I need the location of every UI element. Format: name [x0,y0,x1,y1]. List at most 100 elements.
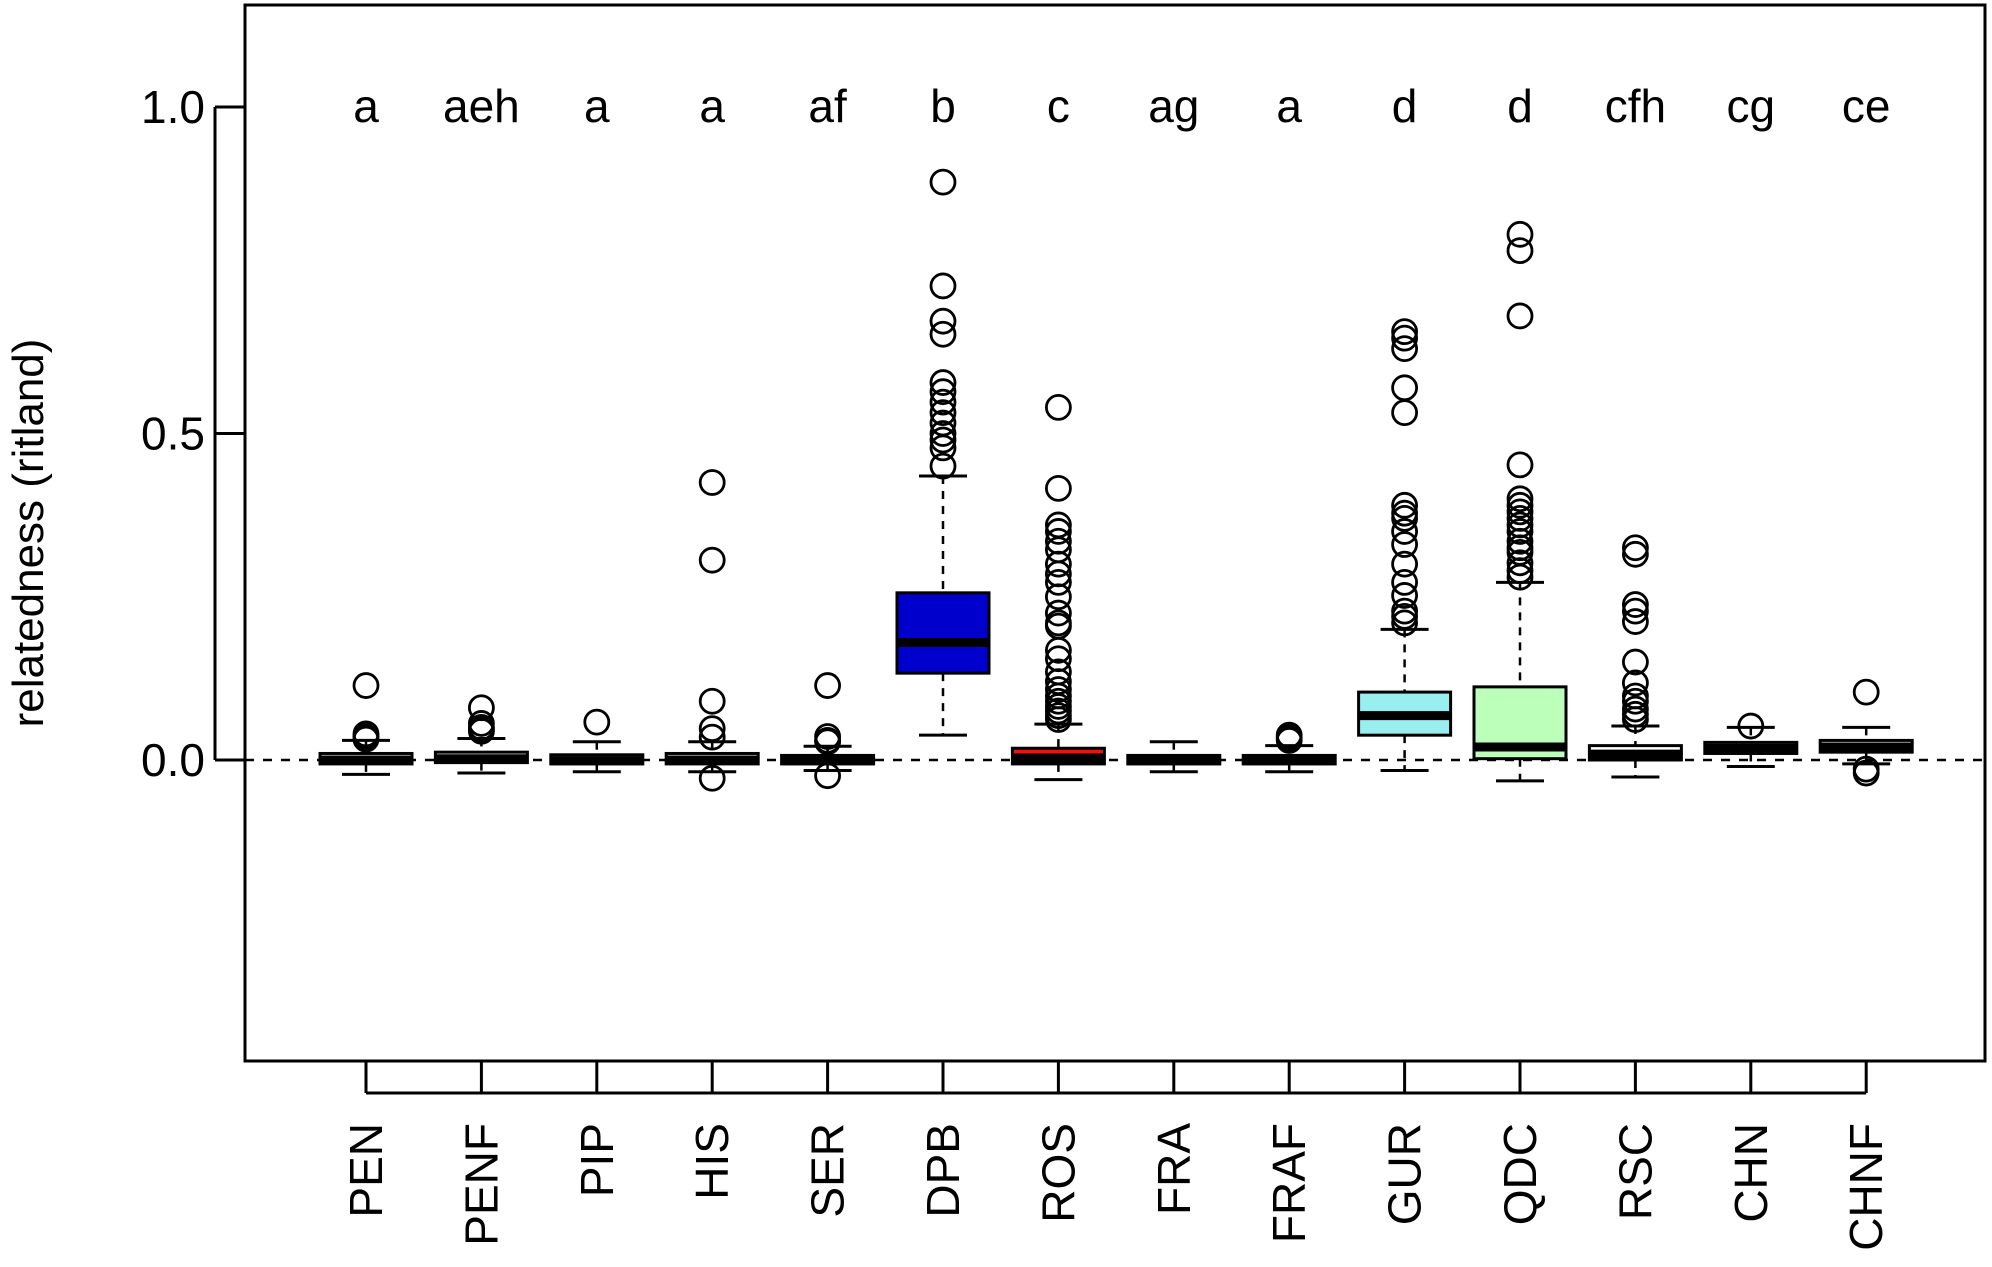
significance-letter: cfh [1605,80,1666,132]
significance-letter: a [353,80,379,132]
outlier-point [1391,335,1418,363]
significance-letter: d [1507,80,1533,132]
outlier-point [1506,563,1534,591]
outlier-point [352,725,380,753]
significance-letter: a [699,80,725,132]
outlier-point [1506,451,1534,479]
significance-letter: a [584,80,610,132]
x-tick-label-dpb: DPB [917,1123,969,1218]
x-tick-label-fraf: FRAF [1263,1123,1315,1243]
outlier-point [1045,393,1072,421]
significance-letter: aeh [443,80,520,132]
outlier-point [1506,302,1534,330]
box-group-pen [318,672,414,776]
outlier-point [1045,474,1072,502]
x-tick-label-qdc: QDC [1494,1123,1546,1225]
outlier-point [1391,324,1418,352]
outlier-point [1391,531,1418,558]
outlier-point [352,672,380,699]
outlier-point [1737,712,1765,740]
outlier-point [1622,540,1649,568]
outlier-point [1045,518,1072,545]
outlier-point [1391,609,1418,637]
outlier-point [1391,568,1418,596]
box-group-gur [1357,318,1453,772]
outlier-point [1506,527,1534,555]
box-group-chn [1703,712,1799,769]
significance-letters-layer: a aeh a a af b c ag a d d cfh cg ce [353,80,1890,132]
outlier-point [1506,485,1534,513]
box-group-penf [433,694,529,775]
outlier-point [929,307,957,335]
outlier-point [1506,518,1534,545]
x-tick-label-rsc: RSC [1609,1123,1661,1220]
outlier-point [929,388,957,416]
outlier-point [929,378,957,406]
outlier-point [929,168,957,196]
outlier-point [1506,491,1534,519]
outlier-point [1622,534,1649,562]
boxes-layer [318,168,1914,792]
significance-letter: b [930,80,956,132]
outlier-point [1045,599,1072,627]
outlier-point [698,687,726,715]
y-tick-label: 1.0 [141,81,205,133]
x-tick-label-penf: PENF [455,1123,507,1246]
outlier-point [1506,549,1534,577]
box-group-his [664,469,760,792]
x-tick-label-ser: SER [802,1123,854,1218]
significance-letter: a [1276,80,1302,132]
outlier-point [1391,504,1418,532]
x-tick-label-chnf: CHNF [1840,1123,1892,1251]
outlier-point [929,452,957,480]
outlier-point [1622,597,1649,625]
box-group-chnf [1818,678,1914,787]
box-group-fraf [1241,721,1337,774]
x-tick-label-pip: PIP [571,1123,623,1197]
outlier-point [698,469,726,496]
y-axis: 0.0 0.5 1.0 [141,81,245,786]
outlier-point [1391,491,1418,519]
box-group-ros [1010,393,1106,782]
outlier-point [1391,602,1418,630]
outlier-point [583,708,611,736]
outlier-point [1622,669,1649,697]
significance-letter: c [1047,80,1070,132]
outlier-point [929,369,957,396]
outlier-point [1622,648,1649,676]
x-axis: PEN PENF PIP HIS SER DPB ROS FRA FRAF GUR QDC RSC CH… [340,1061,1892,1251]
outlier-point [1391,318,1418,346]
outlier-point [698,715,726,743]
outlier-point [698,764,726,792]
outlier-point [1852,759,1880,787]
x-tick-label-pen: PEN [340,1123,392,1218]
significance-letter: af [808,80,847,132]
outlier-point [698,546,726,574]
outlier-point [929,426,957,454]
outlier-point [929,420,957,447]
y-tick-label: 0.0 [141,734,205,786]
significance-letter: d [1392,80,1418,132]
x-tick-label-ros: ROS [1032,1123,1084,1223]
box-group-pip [549,708,645,774]
outlier-point [1391,550,1418,578]
box-group-rsc [1587,534,1683,779]
outlier-point [1045,568,1072,596]
outlier-point [1045,706,1072,733]
outlier-point [1622,687,1649,715]
outlier-point [1506,237,1534,265]
outlier-point [1045,676,1072,703]
y-axis-label: relatedness (ritland) [4,339,53,728]
outlier-point [1506,220,1534,248]
x-tick-label-chn: CHN [1725,1123,1777,1223]
outlier-point [1391,518,1418,545]
outlier-point [1275,727,1303,754]
x-tick-label-his: HIS [686,1123,738,1200]
outlier-point [698,723,726,751]
outlier-point [1045,636,1072,664]
outlier-point [929,434,957,462]
box-group-ser [780,672,876,790]
outlier-point [1391,374,1418,402]
box-group-dpb [895,168,991,737]
outlier-point [814,672,841,699]
